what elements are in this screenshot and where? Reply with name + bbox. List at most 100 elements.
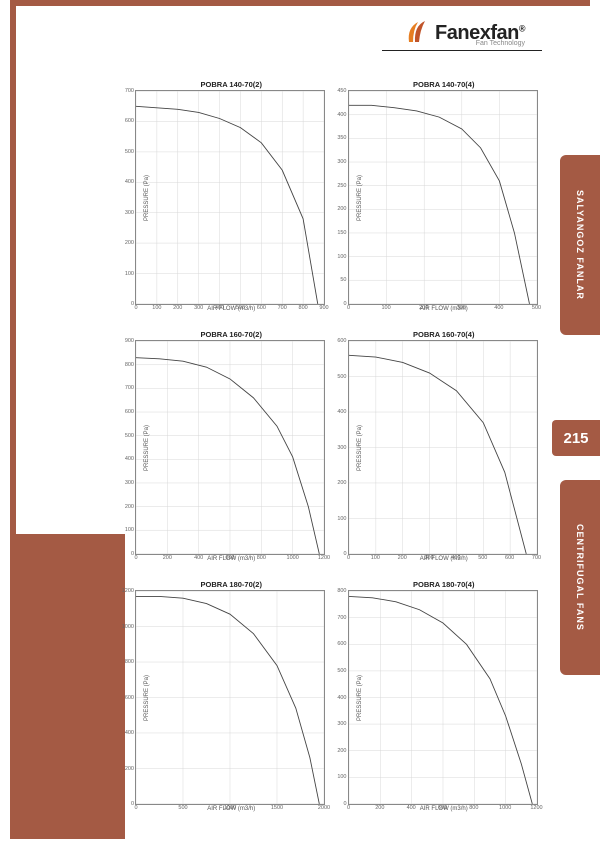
page-left-border [10, 5, 16, 535]
x-tick: 500 [236, 305, 245, 311]
chart-0: POBRA 140-70(2)0100200300400500600700010… [135, 80, 328, 312]
y-axis-label: PRESSURE (Pa) [357, 424, 363, 470]
x-tick: 100 [371, 555, 380, 561]
side-tabs: SALYANGOZ FANLAR 215 CENTRIFUGAL FANS [545, 0, 600, 849]
y-tick: 100 [337, 254, 346, 260]
y-tick: 300 [337, 445, 346, 451]
chart-plot: 0100200300400500600700010020030040050060… [135, 90, 325, 305]
y-tick: 400 [125, 456, 134, 462]
y-tick: 300 [337, 721, 346, 727]
y-tick: 500 [337, 374, 346, 380]
y-tick: 450 [337, 88, 346, 94]
y-tick: 1200 [122, 588, 134, 594]
y-tick: 600 [125, 695, 134, 701]
x-tick: 1200 [318, 555, 330, 561]
chart-title: POBRA 160-70(2) [135, 330, 328, 339]
x-tick: 600 [505, 555, 514, 561]
side-tab-centrifugal: CENTRIFUGAL FANS [560, 480, 600, 675]
x-tick: 200 [398, 555, 407, 561]
y-tick: 400 [337, 409, 346, 415]
y-tick: 500 [125, 433, 134, 439]
y-tick: 800 [125, 362, 134, 368]
y-tick: 600 [337, 338, 346, 344]
x-tick: 800 [257, 555, 266, 561]
y-tick: 400 [125, 179, 134, 185]
x-tick: 0 [134, 305, 137, 311]
chart-title: POBRA 160-70(4) [348, 330, 541, 339]
page-top-border [10, 0, 590, 6]
y-tick: 100 [125, 527, 134, 533]
charts-grid: POBRA 140-70(2)0100200300400500600700010… [135, 80, 540, 812]
y-axis-label: PRESSURE (Pa) [144, 174, 150, 220]
chart-plot: 0100200300400500600010020030040050060070… [348, 340, 538, 555]
x-tick: 600 [257, 305, 266, 311]
x-tick: 400 [451, 555, 460, 561]
y-tick: 600 [125, 409, 134, 415]
x-tick: 300 [457, 305, 466, 311]
x-tick: 0 [347, 555, 350, 561]
y-tick: 500 [337, 668, 346, 674]
brand-underline [382, 50, 542, 51]
y-tick: 300 [125, 480, 134, 486]
x-tick: 600 [438, 805, 447, 811]
x-tick: 400 [494, 305, 503, 311]
y-tick: 700 [125, 88, 134, 94]
x-tick: 800 [469, 805, 478, 811]
chart-title: POBRA 140-70(4) [348, 80, 541, 89]
y-tick: 300 [125, 210, 134, 216]
chart-plot: 0100200300400500600700800020040060080010… [348, 590, 538, 805]
x-tick: 0 [134, 555, 137, 561]
y-tick: 800 [337, 588, 346, 594]
y-tick: 150 [337, 230, 346, 236]
chart-title: POBRA 140-70(2) [135, 80, 328, 89]
y-tick: 800 [125, 659, 134, 665]
page-number: 215 [552, 420, 600, 456]
y-tick: 500 [125, 149, 134, 155]
chart-title: POBRA 180-70(4) [348, 580, 541, 589]
page-corner-block [10, 534, 125, 839]
x-axis-label: AIR FLOW (m3/h) [348, 306, 541, 312]
y-tick: 350 [337, 135, 346, 141]
y-tick: 300 [337, 159, 346, 165]
x-tick: 100 [382, 305, 391, 311]
y-tick: 600 [337, 641, 346, 647]
x-tick: 0 [347, 805, 350, 811]
chart-2: POBRA 160-70(2)0100200300400500600700800… [135, 330, 328, 562]
x-tick: 800 [299, 305, 308, 311]
y-tick: 1000 [122, 624, 134, 630]
y-tick: 200 [125, 240, 134, 246]
y-tick: 600 [125, 118, 134, 124]
y-tick: 700 [337, 615, 346, 621]
x-tick: 300 [194, 305, 203, 311]
x-tick: 900 [319, 305, 328, 311]
x-tick: 400 [194, 555, 203, 561]
y-axis-label: PRESSURE (Pa) [357, 674, 363, 720]
y-tick: 50 [340, 277, 346, 283]
x-tick: 200 [375, 805, 384, 811]
x-tick: 0 [347, 305, 350, 311]
x-tick: 200 [163, 555, 172, 561]
y-tick: 200 [337, 480, 346, 486]
y-tick: 100 [125, 271, 134, 277]
x-tick: 300 [424, 555, 433, 561]
y-tick: 200 [337, 748, 346, 754]
x-tick: 700 [532, 555, 541, 561]
x-tick: 200 [173, 305, 182, 311]
x-tick: 1500 [271, 805, 283, 811]
x-tick: 400 [407, 805, 416, 811]
logo-icon [403, 18, 429, 49]
chart-title: POBRA 180-70(2) [135, 580, 328, 589]
x-tick: 400 [215, 305, 224, 311]
chart-plot: 0501001502002503003504004500100200300400… [348, 90, 538, 305]
x-tick: 500 [178, 805, 187, 811]
y-tick: 100 [337, 516, 346, 522]
y-tick: 400 [125, 730, 134, 736]
x-tick: 0 [134, 805, 137, 811]
x-tick: 700 [278, 305, 287, 311]
y-tick: 900 [125, 338, 134, 344]
chart-3: POBRA 160-70(4)0100200300400500600010020… [348, 330, 541, 562]
chart-plot: 0100200300400500600700800900020040060080… [135, 340, 325, 555]
x-tick: 200 [419, 305, 428, 311]
y-tick: 100 [337, 774, 346, 780]
x-tick: 1000 [499, 805, 511, 811]
